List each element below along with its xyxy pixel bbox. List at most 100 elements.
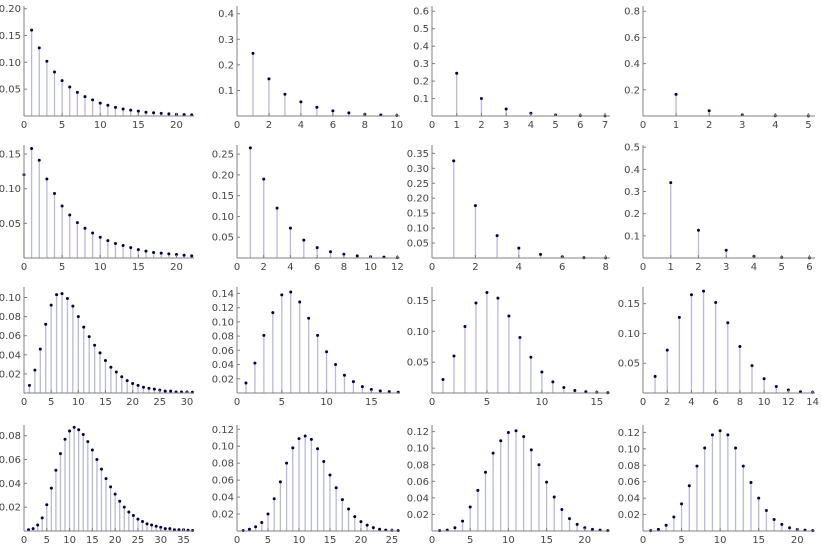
x-tick-label: 5 bbox=[59, 120, 65, 131]
data-point bbox=[656, 527, 660, 531]
data-point bbox=[334, 486, 338, 490]
y-tick-label: 0.5 bbox=[413, 24, 429, 35]
x-tick-label: 0 bbox=[429, 120, 435, 131]
data-point bbox=[147, 386, 151, 390]
data-point bbox=[90, 448, 94, 452]
chart-panel-2: 0 2 4 6 8 10 0.1 0.2 0.3 0.4 bbox=[218, 6, 403, 131]
data-point bbox=[144, 249, 148, 253]
data-point bbox=[82, 325, 86, 329]
x-tick-label: 0 bbox=[640, 262, 646, 273]
x-tick-label: 15 bbox=[540, 535, 553, 546]
data-point bbox=[750, 364, 754, 368]
data-point bbox=[315, 105, 319, 109]
y-tick-label: 0.10 bbox=[212, 212, 234, 223]
data-point bbox=[696, 228, 700, 232]
data-point bbox=[703, 446, 707, 450]
data-point bbox=[710, 433, 714, 437]
data-point bbox=[718, 429, 722, 433]
data-point bbox=[60, 79, 64, 83]
chart-panel-3: 0 1 2 3 4 5 6 7 0.1 0.2 0.3 0.4 0.5 0.6 bbox=[413, 6, 610, 131]
data-point bbox=[689, 293, 693, 297]
data-point bbox=[285, 461, 289, 465]
data-point bbox=[665, 348, 669, 352]
x-tick-label: 8 bbox=[341, 262, 347, 273]
y-tick-label: 0.15 bbox=[212, 191, 234, 202]
data-point bbox=[518, 336, 522, 340]
data-point bbox=[131, 381, 135, 385]
data-point bbox=[329, 250, 333, 254]
x-tick-label: 2 bbox=[706, 120, 712, 131]
x-tick-label: 10 bbox=[390, 120, 403, 131]
y-tick-label: 0.3 bbox=[624, 187, 640, 198]
x-tick-label: 10 bbox=[72, 397, 85, 408]
data-point bbox=[87, 335, 91, 339]
data-point bbox=[154, 524, 158, 528]
data-point bbox=[734, 446, 738, 450]
data-point bbox=[63, 437, 67, 441]
data-point bbox=[98, 235, 102, 239]
y-tick-label: 0.04 bbox=[618, 494, 640, 505]
y-tick-label: 0.10 bbox=[0, 293, 21, 304]
x-tick-label: 0 bbox=[429, 535, 435, 546]
x-tick-label: 0 bbox=[640, 397, 646, 408]
data-point bbox=[504, 107, 508, 111]
x-tick-label: 20 bbox=[170, 262, 183, 273]
data-point bbox=[539, 252, 543, 256]
data-point bbox=[707, 109, 711, 113]
x-tick-label: 15 bbox=[86, 535, 99, 546]
data-point bbox=[251, 51, 255, 55]
data-point bbox=[99, 467, 103, 471]
x-tick-label: 10 bbox=[502, 535, 515, 546]
data-point bbox=[540, 370, 544, 374]
x-tick-label: 20 bbox=[170, 120, 183, 131]
y-tick-label: 0.08 bbox=[618, 461, 640, 472]
data-point bbox=[163, 527, 167, 531]
x-tick-label: 6 bbox=[712, 397, 718, 408]
y-tick-label: 0.3 bbox=[413, 59, 429, 70]
data-point bbox=[351, 380, 355, 384]
y-tick-label: 0.05 bbox=[407, 358, 429, 369]
data-point bbox=[359, 520, 363, 524]
data-point bbox=[253, 361, 257, 365]
data-point bbox=[529, 448, 533, 452]
data-point bbox=[590, 527, 594, 531]
data-point bbox=[788, 526, 792, 530]
data-point bbox=[303, 434, 307, 438]
data-point bbox=[378, 389, 382, 393]
data-point bbox=[113, 241, 117, 245]
data-point bbox=[168, 527, 172, 531]
data-point bbox=[72, 425, 76, 429]
data-point bbox=[121, 244, 125, 248]
x-tick-label: 0 bbox=[21, 262, 27, 273]
x-tick-label: 0 bbox=[21, 535, 27, 546]
data-point bbox=[291, 446, 295, 450]
data-point bbox=[575, 522, 579, 526]
data-point bbox=[452, 159, 456, 163]
x-tick-label: 6 bbox=[577, 120, 583, 131]
data-point bbox=[702, 289, 706, 293]
y-tick-label: 0.12 bbox=[407, 427, 429, 438]
x-tick-label: 8 bbox=[362, 120, 368, 131]
x-tick-label: 0 bbox=[234, 397, 240, 408]
data-point bbox=[328, 473, 332, 477]
data-point bbox=[91, 231, 95, 235]
data-point bbox=[113, 105, 117, 109]
x-tick-label: 4 bbox=[772, 120, 778, 131]
data-point bbox=[244, 381, 248, 385]
x-tick-label: 8 bbox=[602, 262, 608, 273]
y-tick-label: 0.6 bbox=[624, 33, 640, 44]
data-point bbox=[159, 251, 163, 255]
data-point bbox=[167, 252, 171, 256]
y-tick-label: 0.02 bbox=[618, 510, 640, 521]
data-point bbox=[266, 512, 270, 516]
data-point bbox=[30, 146, 34, 150]
y-tick-label: 0.08 bbox=[212, 459, 234, 470]
y-tick-label: 0.05 bbox=[212, 233, 234, 244]
chart-panel-15: 0 5 10 15 20 0.02 0.04 0.06 0.08 0.10 0.12 bbox=[407, 425, 610, 546]
x-tick-label: 10 bbox=[320, 397, 333, 408]
data-point bbox=[278, 480, 282, 484]
data-point bbox=[44, 322, 48, 326]
x-tick-label: 10 bbox=[293, 535, 306, 546]
data-point bbox=[280, 293, 284, 297]
data-point bbox=[68, 213, 72, 217]
